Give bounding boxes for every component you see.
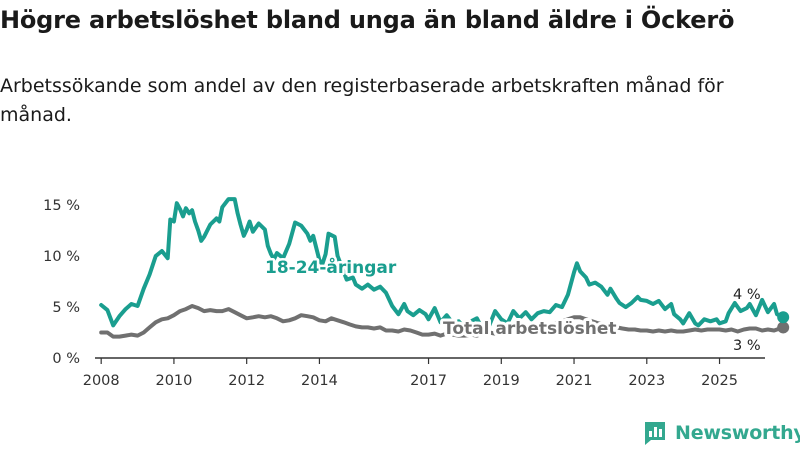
x-tick-label: 2025 xyxy=(701,373,738,389)
youth-end-value-label: 4 % xyxy=(733,287,761,303)
x-tick-label: 2021 xyxy=(556,373,593,389)
total-series-label: Total arbetslöshet xyxy=(443,319,617,339)
youth-unemployment-line xyxy=(99,197,786,333)
x-tick-label: 2012 xyxy=(228,373,265,389)
youth-series-label: 18-24-åringar xyxy=(265,256,397,278)
y-tick-label: 0 % xyxy=(52,351,80,367)
y-tick-label: 10 % xyxy=(43,249,80,265)
x-tick-label: 2014 xyxy=(301,373,338,389)
brand-name: Newsworthy xyxy=(675,422,800,444)
chart-subtitle: Arbetssökande som andel av den registerb… xyxy=(0,75,724,126)
y-tick-label: 15 % xyxy=(43,198,80,214)
youth-unemployment-end-marker xyxy=(777,311,790,324)
x-tick-label: 2010 xyxy=(155,373,192,389)
y-axis-ticks: 0 % 5 % 10 % 15 % xyxy=(43,198,80,367)
y-tick-label: 5 % xyxy=(52,300,80,316)
x-axis-ticks: 2008 2010 2012 2014 2017 2019 2021 2023 2025 xyxy=(83,358,738,389)
x-tick-label: 2017 xyxy=(410,373,447,389)
newsworthy-logo: Newsworthy xyxy=(643,417,800,449)
series-total-unemployment xyxy=(99,304,790,339)
total-unemployment-line xyxy=(99,304,786,339)
x-tick-label: 2008 xyxy=(83,373,120,389)
x-tick-label: 2019 xyxy=(483,373,520,389)
total-end-value-label: 3 % xyxy=(733,338,761,354)
total-unemployment-end-marker xyxy=(777,321,790,334)
chart-title: Högre arbetslöshet bland unga än bland ä… xyxy=(0,6,735,34)
newsworthy-bar-chart-icon xyxy=(645,422,665,445)
series-youth-unemployment xyxy=(99,197,790,333)
x-tick-label: 2023 xyxy=(628,373,665,389)
